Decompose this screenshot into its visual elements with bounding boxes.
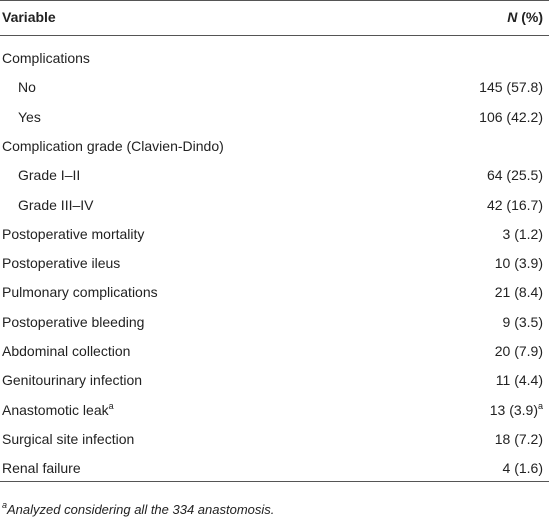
- row-value: 145 (57.8): [479, 78, 543, 96]
- row-label: Grade I–II: [18, 166, 80, 184]
- footnote-mark: a: [108, 400, 114, 411]
- footnote-mark: a: [2, 499, 8, 510]
- label-text: Complications: [2, 50, 90, 66]
- value-text: 64 (25.5): [486, 167, 543, 184]
- row-label: Postoperative mortality: [2, 225, 144, 243]
- header-n: N (%): [507, 8, 543, 26]
- label-text: Complication grade (Clavien-Dindo): [2, 137, 224, 154]
- value-text: 18 (7.2): [494, 430, 543, 447]
- row-label: Complications: [2, 49, 90, 67]
- label-text: No: [18, 79, 36, 96]
- value-text: 42 (16.7): [486, 196, 543, 213]
- row-value: 21 (8.4): [495, 283, 543, 301]
- label-text: Postoperative mortality: [2, 225, 145, 242]
- row-value: 42 (16.7): [487, 196, 543, 214]
- label-text: Postoperative bleeding: [2, 313, 145, 330]
- value-text: 106 (42.2): [479, 108, 543, 125]
- row-label: Postoperative ileus: [2, 254, 120, 272]
- row-label: Pulmonary complications: [2, 283, 158, 301]
- row-value: 9 (3.5): [503, 313, 543, 331]
- row-value: 18 (7.2): [495, 430, 543, 448]
- row-value: 3 (1.2): [503, 225, 543, 243]
- label-text: Abdominal collection: [2, 343, 131, 359]
- row-label: Complication grade (Clavien-Dindo): [2, 137, 224, 155]
- row-value: 10 (3.9): [495, 254, 543, 272]
- header-rule: [0, 35, 549, 36]
- label-text: Pulmonary complications: [2, 284, 158, 301]
- row-label: Genitourinary infection: [2, 371, 142, 389]
- footnote-text: Analyzed considering all the 334 anastom…: [7, 501, 275, 517]
- value-text: 3 (1.2): [502, 225, 543, 242]
- footnote: aAnalyzed considering all the 334 anasto…: [2, 499, 275, 519]
- row-label: Renal failure: [2, 459, 81, 477]
- row-value: 11 (4.4): [496, 371, 543, 389]
- label-text: Postoperative ileus: [2, 255, 121, 272]
- label-text: Surgical site infection: [2, 430, 135, 447]
- top-rule: [0, 0, 549, 1]
- row-label: Abdominal collection: [2, 342, 130, 360]
- row-value: 4 (1.6): [503, 459, 543, 477]
- label-text: Renal failure: [2, 460, 81, 477]
- value-text: 13 (3.9): [489, 401, 538, 418]
- row-label: Yes: [18, 108, 41, 126]
- header-variable: Variable: [2, 9, 56, 25]
- row-label: Postoperative bleeding: [2, 313, 144, 331]
- label-text: Genitourinary infection: [2, 372, 143, 389]
- value-text: 4 (1.6): [502, 460, 543, 477]
- row-label: Surgical site infection: [2, 430, 134, 448]
- n-symbol: N: [507, 9, 518, 25]
- row-value: 64 (25.5): [487, 166, 543, 184]
- footnote-mark: a: [537, 400, 543, 411]
- label-text: Grade I–II: [18, 167, 81, 184]
- bottom-rule: [0, 480, 549, 482]
- value-text: 9 (3.5): [502, 313, 543, 330]
- value-text: 11 (4.4): [495, 372, 543, 389]
- row-label: Grade III–IV: [18, 196, 93, 214]
- n-unit: (%): [521, 9, 543, 25]
- label-text: Grade III–IV: [18, 196, 94, 213]
- value-text: 10 (3.9): [494, 255, 543, 272]
- row-label: Anastomotic leaka: [2, 401, 114, 419]
- value-text: 21 (8.4): [494, 284, 543, 301]
- label-text: Anastomotic leak: [2, 401, 109, 418]
- value-text: 20 (7.9): [494, 343, 543, 359]
- row-value: 20 (7.9): [495, 342, 543, 360]
- label-text: Yes: [18, 108, 41, 125]
- row-value: 13 (3.9)a: [490, 401, 543, 419]
- row-label: No: [18, 78, 36, 96]
- value-text: 145 (57.8): [479, 79, 543, 96]
- row-value: 106 (42.2): [479, 108, 543, 126]
